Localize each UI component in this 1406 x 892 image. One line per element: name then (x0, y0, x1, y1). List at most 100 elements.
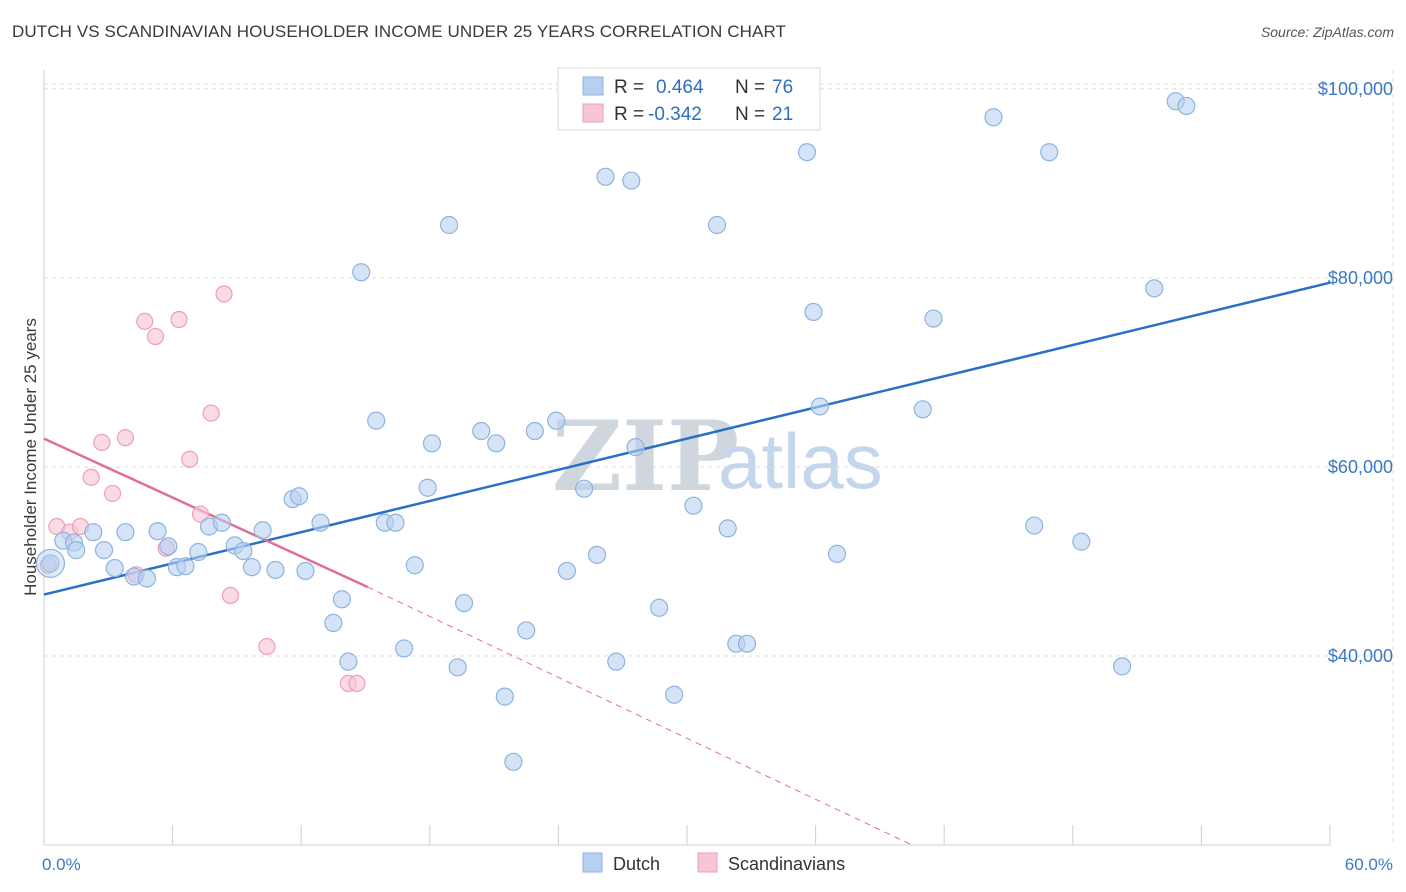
bottom-legend-swatch-dutch (582, 852, 603, 873)
y-tick-label: $100,000 (1318, 79, 1393, 99)
dutch-point (596, 167, 615, 186)
chart-title: DUTCH VS SCANDINAVIAN HOUSEHOLDER INCOME… (12, 22, 787, 41)
dutch-point (394, 639, 414, 658)
dutch-point (984, 108, 1003, 127)
dutch-point (116, 523, 135, 542)
dutch-point (487, 434, 506, 453)
dutch-point (665, 685, 684, 704)
dutch-point (84, 523, 103, 542)
y-tick-label: $60,000 (1328, 457, 1393, 477)
dutch-point (324, 613, 343, 632)
y-tick-labels: $40,000 $60,000 $80,000 $100,000 (1318, 79, 1393, 666)
dutch-point (718, 519, 737, 538)
dutch-point (253, 521, 272, 540)
dutch-point (622, 171, 641, 190)
dutch-point (94, 541, 114, 560)
dutch-point (607, 652, 626, 671)
dutch-point (587, 545, 607, 564)
dutch-point (234, 541, 253, 561)
y-tick-label: $80,000 (1328, 268, 1393, 288)
dutch-point (266, 560, 285, 580)
dutch-point (626, 438, 645, 457)
dutch-trend-line (43, 281, 1331, 596)
scandinavians-point (116, 429, 135, 447)
dutch-point (1145, 279, 1164, 298)
scandinavians-point (215, 285, 233, 303)
dutch-point (737, 634, 757, 653)
dutch-point (296, 561, 315, 581)
dutch-point (472, 421, 491, 441)
y-axis-label: Householder Income Under 25 years (21, 318, 40, 596)
legend-n-value-dutch: 76 (772, 77, 793, 98)
legend-r-value-dutch: 0.464 (656, 77, 704, 98)
scandinavians-point (348, 674, 366, 692)
bottom-legend: Dutch Scandinavians (582, 852, 845, 874)
scandinavians-point (93, 433, 111, 451)
legend-n-label-dutch: N = (735, 77, 765, 98)
legend-r-label-dutch: R = (614, 77, 644, 98)
dutch-points (35, 81, 1196, 771)
dutch-point-cluster (35, 548, 66, 578)
dutch-point (504, 752, 523, 771)
legend-swatch-dutch (582, 76, 604, 96)
dutch-point (707, 215, 727, 235)
dutch-point (439, 215, 459, 235)
dutch-point (454, 593, 474, 613)
dutch-point (339, 652, 358, 671)
dutch-point (547, 411, 566, 430)
bottom-legend-swatch-scandinavians (697, 852, 718, 873)
dutch-point (159, 537, 178, 556)
dutch-point (575, 479, 594, 498)
dutch-point (41, 554, 60, 573)
dutch-point (1025, 516, 1044, 535)
scandinavians-point (103, 484, 122, 503)
dutch-point (1177, 96, 1196, 116)
scandinavians-point (136, 312, 154, 331)
y-tick-label: $40,000 (1328, 646, 1393, 666)
dutch-point (517, 621, 536, 640)
dutch-point (332, 590, 352, 609)
bottom-legend-label-scandinavians: Scandinavians (728, 854, 845, 874)
dutch-point (797, 143, 817, 162)
dutch-point (137, 569, 156, 588)
dutch-point (684, 496, 703, 515)
dutch-point (1040, 143, 1059, 162)
dutch-point (405, 556, 424, 575)
dutch-point (386, 513, 405, 532)
scandinavians-point (258, 637, 276, 656)
legend: R = 0.464 N = 76 R = -0.342 N = 21 (557, 67, 821, 131)
dutch-point (804, 302, 823, 322)
dutch-point (67, 541, 86, 560)
dutch-point (289, 487, 309, 506)
dutch-point (495, 687, 514, 706)
dutch-point (557, 561, 577, 581)
scandinavians-point (170, 310, 188, 329)
dutch-point (311, 513, 330, 532)
dutch-point (827, 544, 847, 564)
scandinavians-point (146, 327, 165, 346)
scandinavians-point (202, 404, 220, 422)
dutch-point (1112, 657, 1132, 676)
scandinavians-point (191, 505, 210, 523)
dutch-point (176, 557, 195, 576)
dutch-point (189, 542, 208, 562)
watermark-atlas: atlas (718, 417, 883, 505)
scandinavians-trend-extension (367, 586, 913, 846)
dutch-point (212, 513, 231, 532)
legend-swatch-scandinavians (582, 103, 604, 123)
dutch-point (1072, 532, 1091, 551)
dutch-point (422, 434, 442, 453)
x-tick-label-min: 0.0% (42, 855, 81, 874)
dutch-point (924, 309, 943, 328)
scandinavians-point (82, 468, 100, 486)
bottom-legend-label-dutch: Dutch (613, 854, 660, 874)
scandinavians-points (39, 285, 366, 692)
scandinavians-point (221, 586, 240, 605)
legend-n-label-scandinavians: N = (735, 104, 765, 125)
dutch-point (148, 522, 167, 541)
dutch-point (913, 400, 932, 419)
watermark: ZIP atlas (552, 400, 883, 513)
legend-n-value-scandinavians: 21 (772, 104, 793, 125)
x-tick-label-max: 60.0% (1345, 855, 1393, 874)
